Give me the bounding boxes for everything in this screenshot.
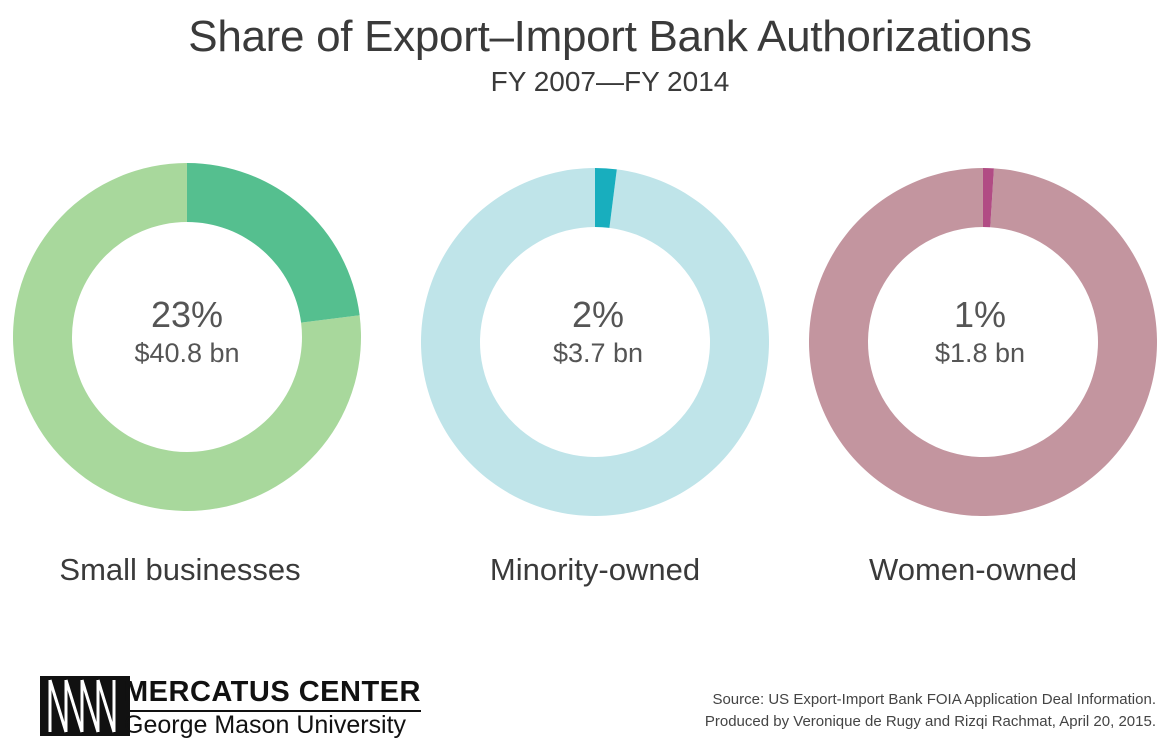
source-note: Source: US Export-Import Bank FOIA Appli… bbox=[705, 689, 1156, 733]
center-percent-women-owned: 1% bbox=[953, 294, 1007, 335]
org-subtitle: George Mason University bbox=[124, 711, 407, 739]
mercatus-logo-icon bbox=[40, 676, 130, 736]
center-percent-small-businesses: 23% bbox=[150, 294, 224, 335]
donut-charts bbox=[12, 163, 1157, 516]
donut-remainder-minority-owned bbox=[420, 168, 769, 516]
donut-remainder-small-businesses bbox=[12, 163, 361, 511]
center-value-women-owned: $1.8 bn bbox=[934, 338, 1026, 368]
center-percent-minority-owned: 2% bbox=[571, 294, 625, 335]
donut-slice-women-owned bbox=[983, 168, 994, 228]
center-value-minority-owned: $3.7 bn bbox=[552, 338, 644, 368]
donut-remainder-women-owned bbox=[808, 168, 1157, 516]
source-line-1: Source: US Export-Import Bank FOIA Appli… bbox=[712, 691, 1156, 708]
chart-subtitle: FY 2007—FY 2014 bbox=[490, 66, 730, 97]
donut-label-women-owned: Women-owned bbox=[869, 552, 1077, 587]
center-value-small-businesses: $40.8 bn bbox=[134, 338, 240, 368]
chart-title: Share of Export–Import Bank Authorizatio… bbox=[188, 12, 1032, 61]
org-name: MERCATUS CENTER bbox=[124, 676, 421, 712]
donut-label-minority-owned: Minority-owned bbox=[489, 552, 701, 587]
donut-slice-minority-owned bbox=[595, 168, 617, 228]
source-line-2: Produced by Veronique de Rugy and Rizqi … bbox=[704, 713, 1156, 730]
donut-label-small-businesses: Small businesses bbox=[59, 552, 301, 587]
donut-slice-small-businesses bbox=[187, 163, 360, 323]
